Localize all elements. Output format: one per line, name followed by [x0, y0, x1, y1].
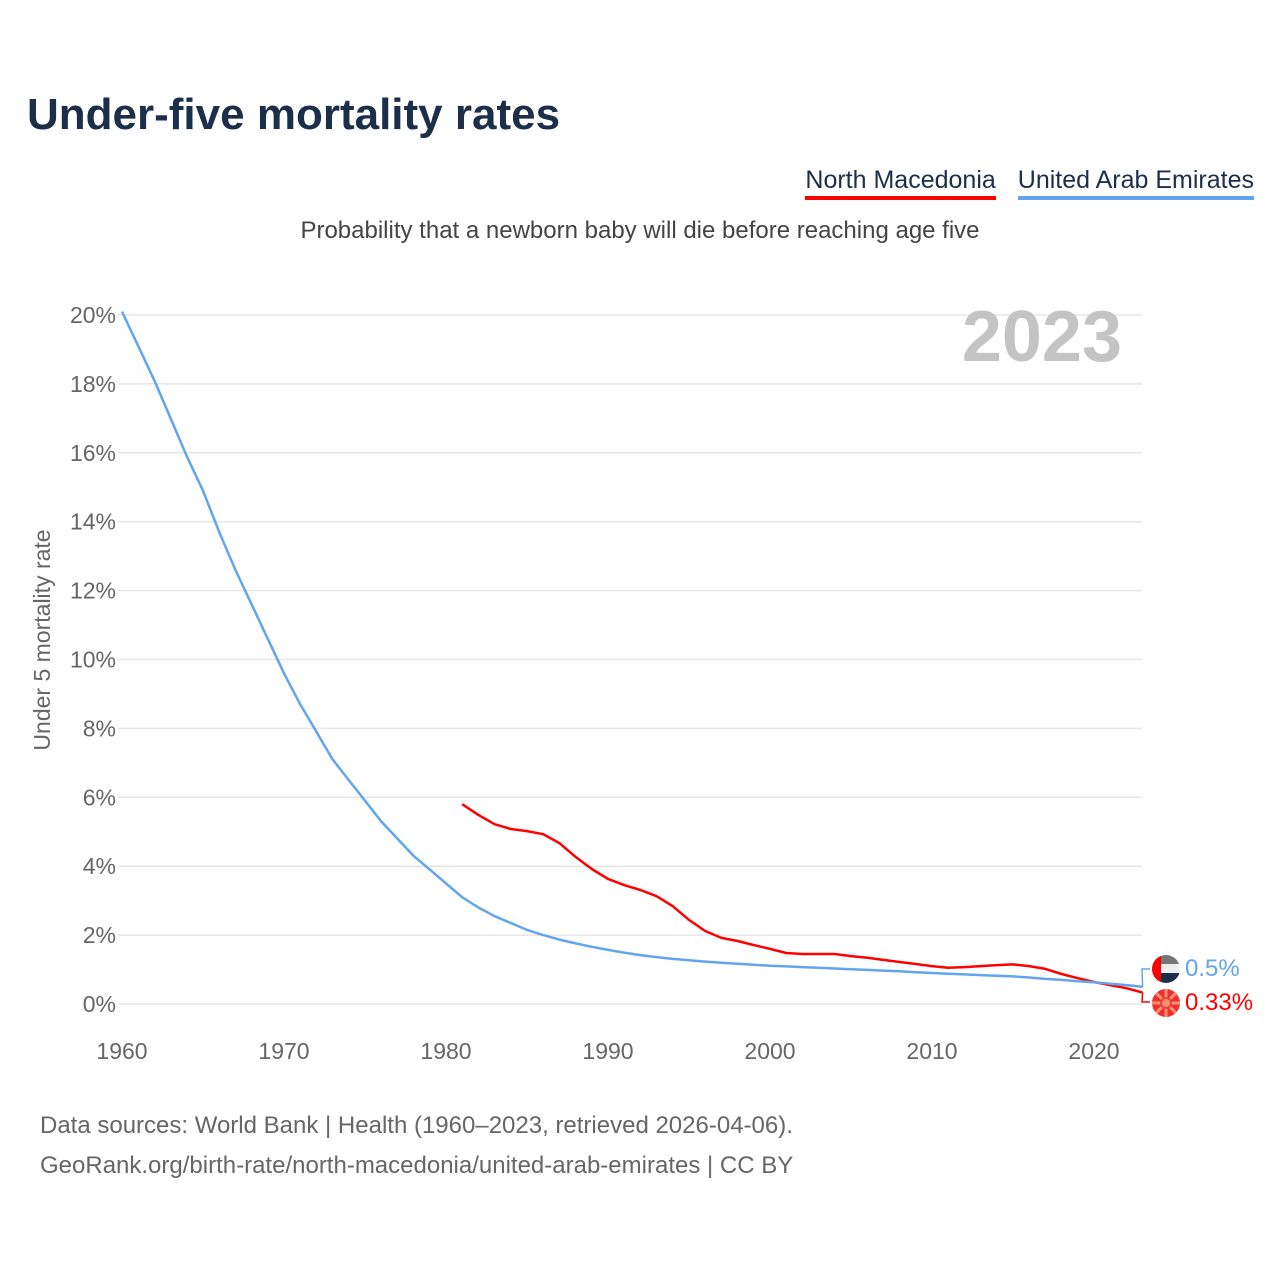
x-tick-label: 2020	[1068, 1038, 1119, 1064]
footer: Data sources: World Bank | Health (1960–…	[40, 1106, 793, 1186]
line-chart: 0% 2% 4% 6% 8% 10% 12% 14% 16% 18% 20% 1960 1970 1980…	[29, 297, 1253, 1064]
uae-connector	[1141, 968, 1150, 987]
footer-link[interactable]: GeoRank.org/birth-rate/north-macedonia/u…	[40, 1152, 794, 1179]
y-tick-label: 6%	[83, 784, 116, 810]
north-macedonia-end-label: 0.33%	[1185, 989, 1253, 1016]
x-tick-label: 1970	[258, 1038, 309, 1064]
footer-sources: Data sources: World Bank | Health (1960–…	[40, 1112, 793, 1139]
y-tick-label: 20%	[70, 302, 116, 328]
x-tick-label: 1980	[420, 1038, 471, 1064]
chart-subtitle: Probability that a newborn baby will die…	[300, 217, 980, 244]
y-tick-label: 16%	[70, 440, 116, 466]
mk-connector	[1141, 992, 1150, 1003]
y-tick-label: 4%	[83, 853, 116, 879]
y-tick-label: 18%	[70, 371, 116, 397]
north-macedonia-flag-icon	[1152, 989, 1180, 1017]
x-tick-label: 1960	[96, 1038, 147, 1064]
legend: North Macedonia United Arab Emirates	[805, 166, 1254, 200]
y-tick-label: 10%	[70, 647, 116, 673]
y-axis-label: Under 5 mortality rate	[29, 529, 55, 750]
x-tick-label: 1990	[582, 1038, 633, 1064]
series-line-north-macedonia[interactable]	[461, 803, 1143, 994]
x-tick-label: 2010	[906, 1038, 957, 1064]
year-watermark: 2023	[962, 297, 1122, 377]
uae-flag-icon	[1152, 955, 1180, 983]
x-tick-label: 2000	[744, 1038, 795, 1064]
y-tick-label: 8%	[83, 715, 116, 741]
chart-title: Under-five mortality rates	[27, 90, 561, 139]
y-tick-label: 12%	[70, 578, 116, 604]
uae-end-label: 0.5%	[1185, 955, 1240, 982]
legend-uae[interactable]: United Arab Emirates	[1017, 166, 1254, 200]
y-tick-label: 2%	[83, 922, 116, 948]
legend-north-macedonia[interactable]: North Macedonia	[805, 166, 996, 200]
y-tick-label: 14%	[70, 509, 116, 535]
y-tick-label: 0%	[83, 991, 116, 1017]
series-line-uae[interactable]	[120, 311, 1143, 989]
